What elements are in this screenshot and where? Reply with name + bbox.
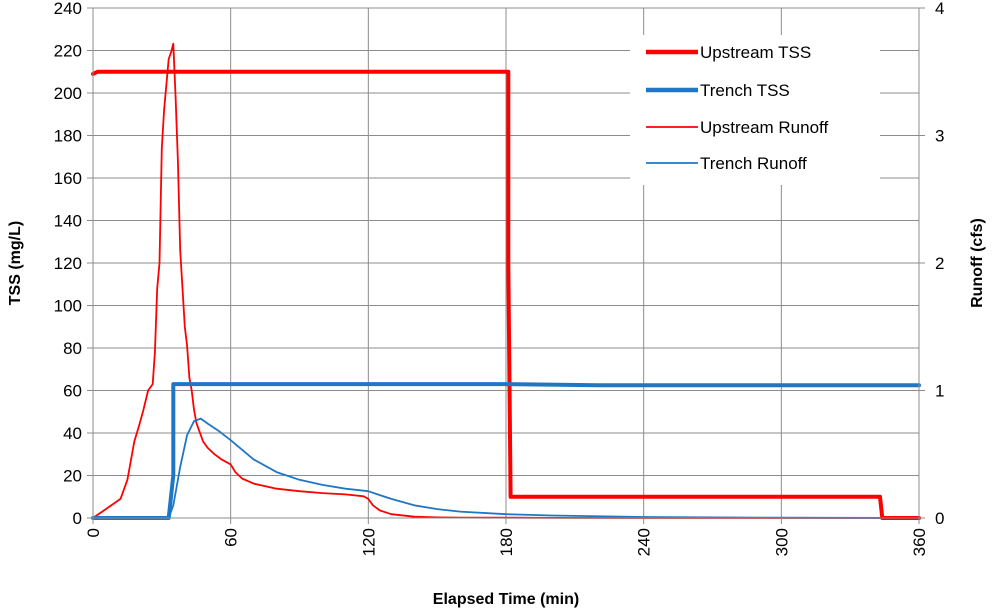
y2-tick-label-4: 4	[935, 0, 944, 18]
y2-tick-label-1: 1	[935, 382, 944, 401]
y-tick-label-60: 60	[63, 382, 82, 401]
legend: Upstream TSS Trench TSS Upstream Runoff …	[630, 35, 880, 185]
y-tick-label-200: 200	[54, 84, 82, 103]
y2-tick-label-3: 3	[935, 127, 944, 146]
series-line-trench-runoff	[92, 417, 920, 519]
x-axis-title: Elapsed Time (min)	[433, 591, 579, 608]
legend-label-upstream-tss: Upstream TSS	[700, 43, 811, 62]
x-tick-label-120: 120	[359, 528, 378, 556]
series-line-upstream-tss	[91, 69, 921, 520]
y2-tick-label-0: 0	[935, 509, 944, 528]
y2-axis-title: Runoff (cfs)	[969, 218, 986, 308]
y-tick-label-40: 40	[63, 424, 82, 443]
y-tick-label-0: 0	[73, 509, 82, 528]
y-tick-label-20: 20	[63, 467, 82, 486]
y-axis-title: TSS (mg/L)	[7, 221, 24, 305]
legend-label-trench-tss: Trench TSS	[700, 81, 790, 100]
x-tick-label-0: 0	[84, 528, 103, 537]
y2-tick-label-2: 2	[935, 254, 944, 273]
legend-label-trench-runoff: Trench Runoff	[700, 154, 807, 173]
y-tick-label-160: 160	[54, 169, 82, 188]
y-tick-label-140: 140	[54, 212, 82, 231]
legend-box	[630, 35, 880, 185]
y-tick-label-220: 220	[54, 42, 82, 61]
y-tick-label-100: 100	[54, 297, 82, 316]
y-tick-label-180: 180	[54, 127, 82, 146]
series-line-upstream-runoff	[92, 42, 920, 519]
x-tick-label-300: 300	[772, 528, 791, 556]
legend-label-upstream-runoff: Upstream Runoff	[700, 118, 828, 137]
y-tick-label-120: 120	[54, 254, 82, 273]
y-tick-label-240: 240	[54, 0, 82, 18]
y-tick-label-80: 80	[63, 339, 82, 358]
x-tick-label-180: 180	[497, 528, 516, 556]
x-tick-label-240: 240	[635, 528, 654, 556]
x-tick-label-360: 360	[910, 528, 929, 556]
x-tick-label-60: 60	[222, 528, 241, 547]
